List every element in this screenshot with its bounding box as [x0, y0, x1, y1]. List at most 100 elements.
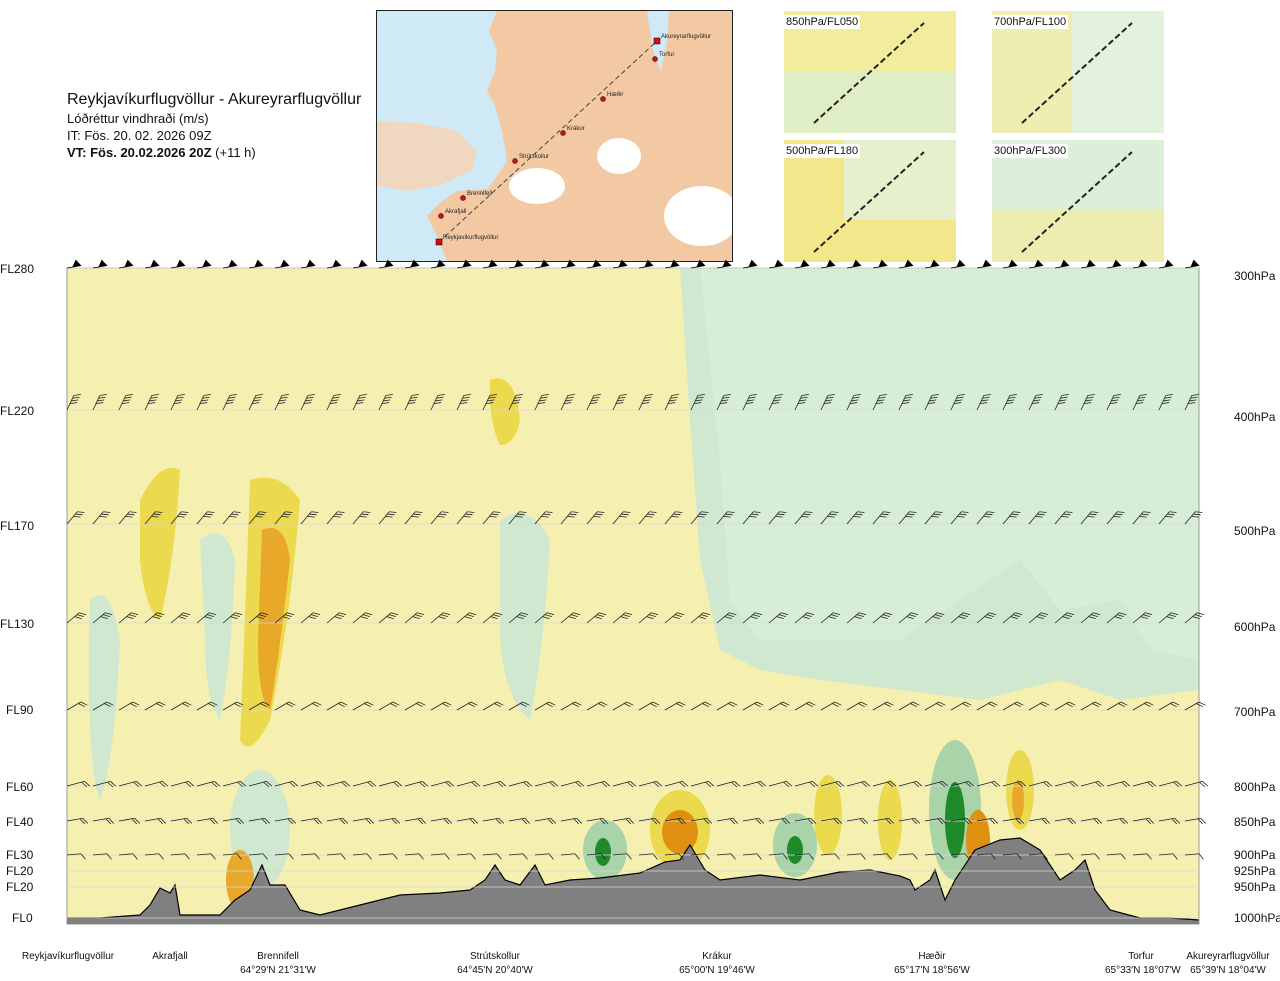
wind-barb	[768, 780, 793, 788]
valid-time: VT: Fös. 20.02.2026 20Z (+11 h)	[67, 144, 361, 161]
wind-barb	[872, 780, 897, 788]
wind-barb	[196, 259, 212, 269]
wind-barb	[950, 612, 971, 624]
route-map-svg: Reykjavíkurflugvöllur Akrafjall Brennifell…	[377, 11, 732, 261]
wind-barb	[976, 511, 995, 525]
map-west-land	[377, 121, 477, 191]
wind-barb	[92, 817, 115, 825]
hpa-label-900: 900hPa	[1234, 848, 1276, 862]
wind-barb	[378, 259, 394, 269]
wind-barb	[196, 853, 216, 860]
wind-barb	[1080, 259, 1096, 269]
station-name: Brennifell	[257, 951, 299, 962]
thumb-300-label: 300hPa/FL300	[992, 144, 1069, 158]
wind-barb	[404, 701, 426, 711]
wind-barb	[170, 701, 192, 711]
level-grid	[67, 267, 1199, 919]
wind-barb	[1132, 780, 1157, 788]
fl-label-130: FL130	[0, 617, 35, 631]
wind-barb	[950, 259, 966, 269]
wind-barb	[482, 394, 497, 411]
route-map[interactable]: Reykjavíkurflugvöllur Akrafjall Brennifell…	[376, 10, 733, 262]
wind-barb	[482, 511, 501, 525]
wind-barb	[404, 817, 427, 825]
wind-barb	[872, 817, 895, 825]
thumb-850[interactable]: 850hPa/FL050	[784, 11, 956, 133]
fl-label-20b: FL20	[6, 880, 34, 894]
wind-barb	[404, 612, 425, 624]
station-name: Akureyrarflugvöllur	[1186, 951, 1270, 962]
wind-barb	[508, 511, 527, 525]
wind-barb	[612, 612, 633, 624]
wind-barb	[898, 612, 919, 624]
wind-barb	[378, 511, 397, 525]
wind-barb	[1106, 817, 1129, 825]
downdraft-streak-1	[200, 533, 235, 720]
wind-barb	[820, 853, 840, 860]
thumb-850-svg	[784, 11, 956, 133]
thumb-500-svg	[784, 140, 956, 262]
updraft-core-cell-1	[662, 810, 698, 854]
wind-barb	[352, 817, 375, 825]
wind-barb	[274, 780, 299, 788]
wind-barb	[586, 612, 607, 624]
map-point-label: Akureyrarflugvöllur	[661, 34, 711, 40]
wind-barb	[118, 701, 140, 711]
wind-barb	[378, 612, 399, 624]
wind-barb	[456, 817, 479, 825]
wind-barb	[118, 780, 143, 788]
wind-barb	[976, 817, 999, 825]
wind-barb	[1054, 853, 1074, 860]
wind-barb	[1158, 780, 1183, 788]
wind-barb	[534, 259, 550, 269]
wind-barb	[794, 612, 815, 624]
wind-barb	[560, 511, 579, 525]
wind-barb	[1132, 701, 1154, 711]
wind-barb	[950, 817, 973, 825]
wind-barb	[300, 817, 323, 825]
valid-time-bold: VT: Fös. 20.02.2026 20Z	[67, 145, 212, 160]
wind-barb	[820, 259, 836, 269]
wind-barb	[924, 259, 940, 269]
wind-barb	[66, 511, 85, 525]
wind-barb	[222, 853, 242, 860]
station-coord: 65°33'N 18°07'W	[1105, 965, 1181, 976]
station-name: Akrafjall	[152, 951, 188, 962]
wind-barb	[66, 701, 88, 711]
wind-barb	[170, 817, 193, 825]
wind-barb	[638, 780, 663, 788]
wind-barb	[170, 612, 191, 624]
wind-barb	[430, 612, 451, 624]
wind-barb	[1184, 701, 1206, 711]
wind-barb	[430, 817, 453, 825]
wind-barb	[898, 259, 914, 269]
wind-barb	[560, 701, 582, 711]
wind-barb	[274, 394, 289, 411]
station-krakur: Krákur 65°00'N 19°46'W	[672, 950, 762, 978]
wind-barb	[378, 817, 401, 825]
wind-barb	[638, 394, 653, 411]
wind-barb	[1184, 612, 1205, 624]
thumb-300[interactable]: 300hPa/FL300	[992, 140, 1164, 262]
wind-barb	[248, 780, 273, 788]
wind-barb	[950, 394, 965, 411]
wind-barb	[248, 817, 271, 825]
thumb-700[interactable]: 700hPa/FL100	[992, 11, 1164, 133]
wind-barb	[924, 511, 943, 525]
hpa-label-850: 850hPa	[1234, 815, 1276, 829]
map-point-marker	[438, 213, 444, 219]
wind-barb	[976, 780, 1001, 788]
map-points: Reykjavíkurflugvöllur Akrafjall Brennifell…	[435, 34, 711, 246]
wind-barb	[222, 394, 237, 411]
hpa-label-500: 500hPa	[1234, 524, 1276, 538]
thumb-500[interactable]: 500hPa/FL180	[784, 140, 956, 262]
wind-barb	[404, 394, 419, 411]
fl-label-220: FL220	[0, 404, 35, 418]
wind-barb	[794, 511, 813, 525]
wind-barb	[716, 394, 731, 411]
wind-barb	[742, 780, 767, 788]
hpa-label-1000: 1000hPa	[1234, 911, 1280, 925]
thumb-300-fill	[992, 210, 1164, 262]
wind-barb	[1054, 780, 1079, 788]
